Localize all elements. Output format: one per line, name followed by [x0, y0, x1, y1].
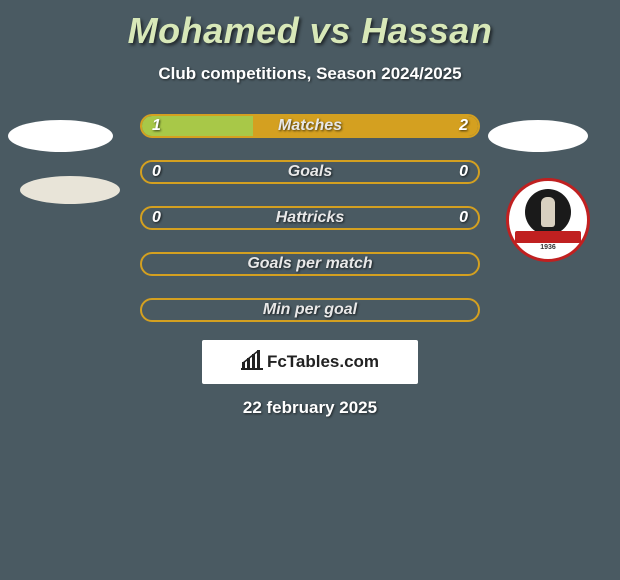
club-badge-banner	[515, 231, 581, 243]
club-badge-year: 1936	[540, 244, 556, 251]
player1-club-placeholder	[20, 176, 120, 204]
stat-bar: Min per goal	[140, 298, 480, 322]
stat-bar: Goals per match	[140, 252, 480, 276]
stat-bar: 00Hattricks	[140, 206, 480, 230]
stat-label: Goals	[142, 163, 478, 181]
page-title: Mohamed vs Hassan	[0, 0, 620, 52]
comparison-date: 22 february 2025	[0, 398, 620, 418]
stat-label: Matches	[142, 117, 478, 135]
player2-club-badge: 1936	[506, 178, 590, 262]
stat-bar: 00Goals	[140, 160, 480, 184]
stat-label: Goals per match	[142, 255, 478, 273]
stat-bar: 12Matches	[140, 114, 480, 138]
bar-chart-icon	[241, 350, 263, 375]
stat-label: Min per goal	[142, 301, 478, 319]
player2-avatar-placeholder	[488, 120, 588, 152]
fctables-label: FcTables.com	[267, 352, 379, 372]
stat-label: Hattricks	[142, 209, 478, 227]
fctables-attribution[interactable]: FcTables.com	[202, 340, 418, 384]
club-badge-inner	[525, 189, 571, 235]
subtitle: Club competitions, Season 2024/2025	[0, 64, 620, 84]
player1-avatar-placeholder	[8, 120, 113, 152]
